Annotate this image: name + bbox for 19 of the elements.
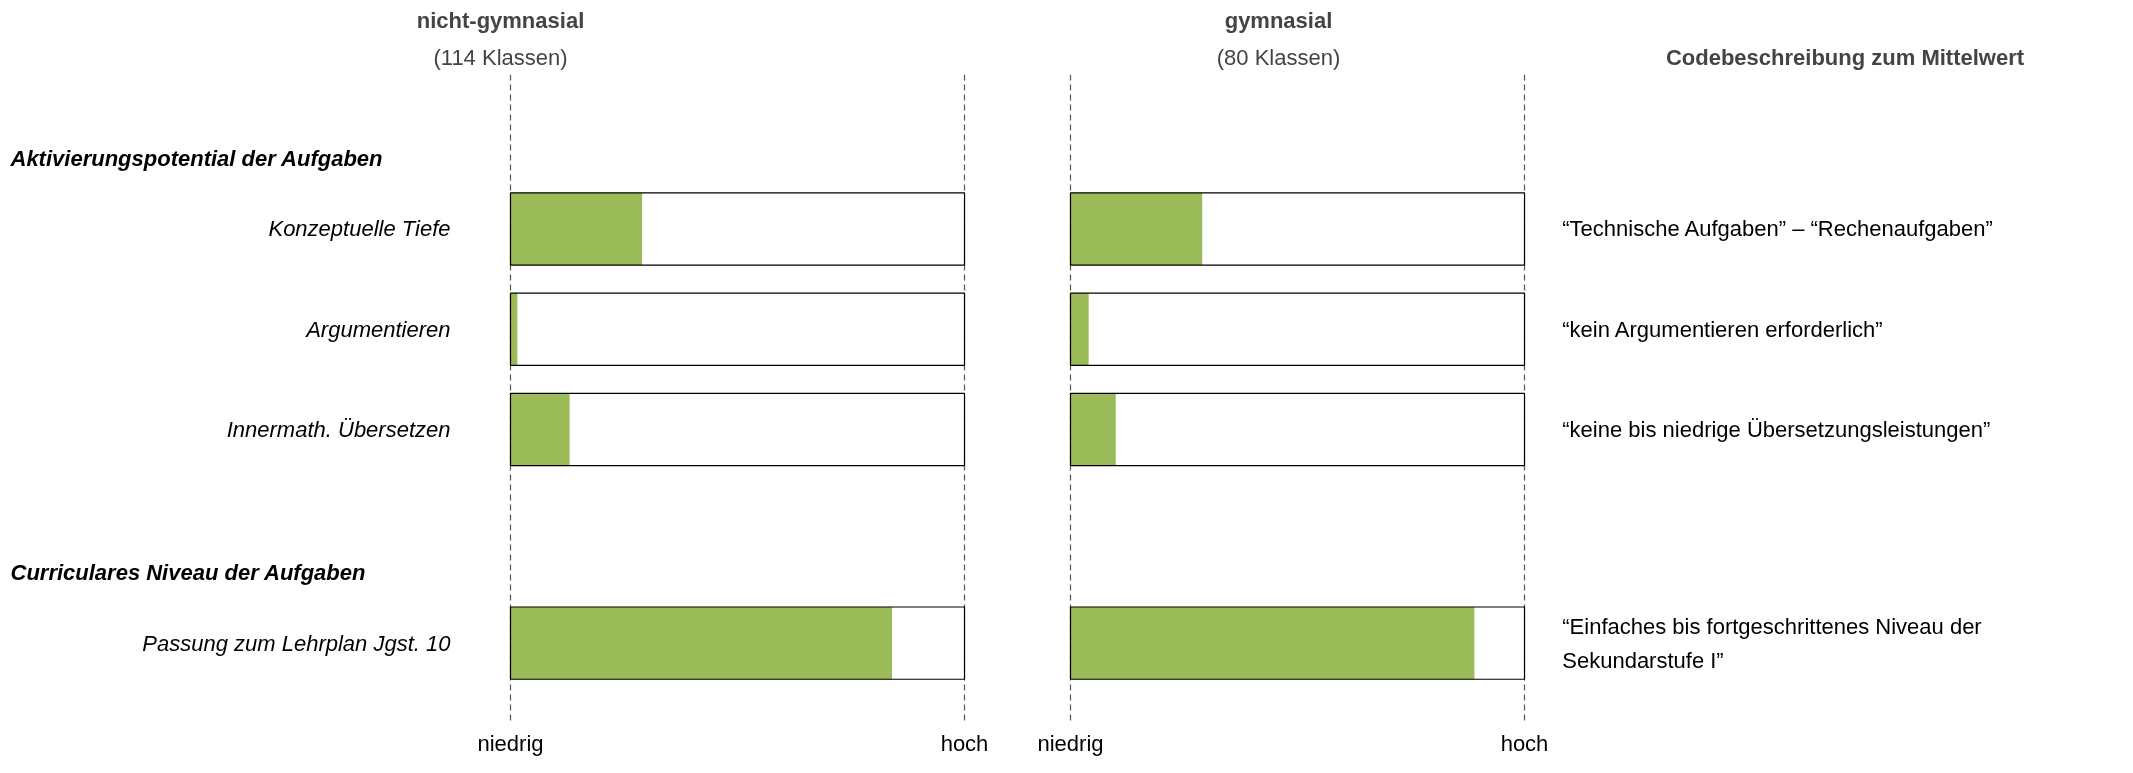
ref-line-label: hoch [1500, 731, 1549, 757]
text: Codebeschreibung zum Mittelwert [1665, 44, 2025, 70]
chart-title: gymnasial [1224, 7, 1333, 33]
y-tick-label: Innermath. Übersetzen [226, 417, 451, 443]
ref-line-label: niedrig [477, 731, 544, 757]
text: “kein Argumentieren erforderlich” [1562, 316, 1883, 342]
chart-subtitle: (80 Klassen) [1216, 44, 1341, 70]
text: “Technische Aufgaben” – “Rechenaufgaben” [1562, 216, 1993, 242]
ref-line-label: niedrig [1037, 731, 1104, 757]
y-tick-label: Passung zum Lehrplan Jgst. 10 [142, 630, 452, 656]
text: “Einfaches bis fortgeschrittenes Niveau der Sekundarstufe I” [1562, 613, 1982, 673]
y-tick-label: Argumentieren [304, 316, 451, 342]
chart-title: nicht-gymnasial [416, 7, 585, 33]
text: Aktivierungspotential der Aufgaben [9, 146, 383, 172]
ref-line-label: hoch [940, 731, 989, 757]
y-tick-label: Konzeptuelle Tiefe [268, 216, 451, 242]
chart-subtitle: (114 Klassen) [433, 44, 568, 70]
text: Curriculares Niveau der Aufgaben [10, 560, 366, 586]
text: “keine bis niedrige Übersetzungsleistungen” [1562, 417, 1991, 443]
